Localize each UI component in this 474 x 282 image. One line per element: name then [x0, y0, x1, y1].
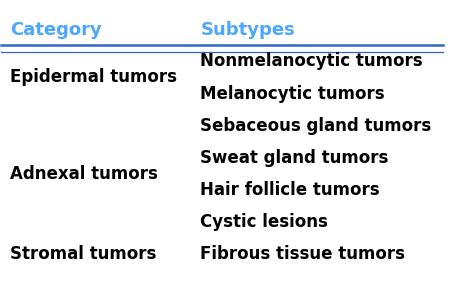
Text: Subtypes: Subtypes	[201, 21, 295, 39]
Text: Melanocytic tumors: Melanocytic tumors	[201, 85, 385, 103]
Text: Category: Category	[10, 21, 102, 39]
Text: Cystic lesions: Cystic lesions	[201, 213, 328, 231]
Text: Hair follicle tumors: Hair follicle tumors	[201, 181, 380, 199]
Text: Stromal tumors: Stromal tumors	[10, 245, 156, 263]
Text: Fibrous tissue tumors: Fibrous tissue tumors	[201, 245, 405, 263]
Text: Adnexal tumors: Adnexal tumors	[10, 165, 158, 183]
Text: Sebaceous gland tumors: Sebaceous gland tumors	[201, 117, 431, 135]
Text: Nonmelanocytic tumors: Nonmelanocytic tumors	[201, 52, 423, 70]
Text: Sweat gland tumors: Sweat gland tumors	[201, 149, 389, 167]
Text: Epidermal tumors: Epidermal tumors	[10, 69, 177, 87]
